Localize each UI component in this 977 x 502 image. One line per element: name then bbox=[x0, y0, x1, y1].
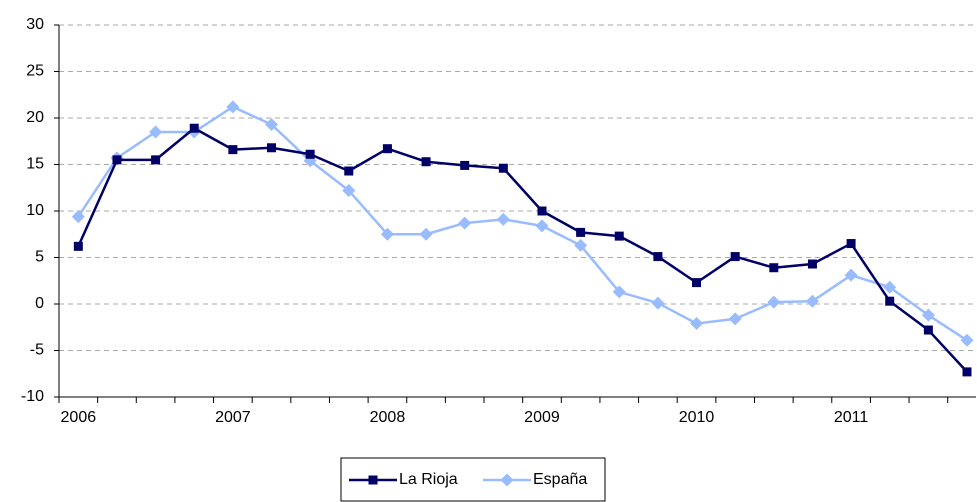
point bbox=[496, 212, 510, 226]
legend-marker bbox=[368, 475, 378, 485]
point bbox=[305, 149, 315, 159]
point bbox=[458, 216, 472, 230]
point bbox=[382, 144, 392, 154]
point bbox=[267, 143, 277, 153]
x-tick-label: 2011 bbox=[834, 409, 869, 426]
point bbox=[728, 312, 742, 326]
y-tick-label: -10 bbox=[21, 388, 44, 405]
y-tick-label: 20 bbox=[26, 109, 44, 126]
point bbox=[226, 100, 240, 114]
series-line bbox=[77, 105, 968, 342]
point bbox=[614, 231, 624, 241]
point bbox=[883, 280, 897, 294]
point bbox=[960, 333, 974, 347]
point bbox=[576, 227, 586, 237]
legend-label: La Rioja bbox=[399, 471, 458, 488]
point bbox=[149, 125, 163, 139]
point bbox=[574, 238, 588, 252]
point bbox=[846, 239, 856, 249]
point bbox=[692, 278, 702, 288]
x-tick-label: 2010 bbox=[679, 409, 715, 426]
point bbox=[419, 227, 433, 241]
y-tick-label: -5 bbox=[30, 342, 44, 359]
point bbox=[380, 227, 394, 241]
point bbox=[653, 252, 663, 262]
series-line bbox=[77, 126, 968, 373]
point bbox=[612, 285, 626, 299]
y-tick-label: 30 bbox=[26, 16, 44, 33]
point bbox=[923, 325, 933, 335]
point bbox=[769, 263, 779, 273]
point bbox=[767, 295, 781, 309]
point bbox=[71, 210, 85, 224]
point bbox=[537, 206, 547, 216]
x-tick-label: 2009 bbox=[524, 409, 560, 426]
legend-label: España bbox=[533, 471, 587, 488]
point bbox=[421, 157, 431, 167]
point bbox=[844, 268, 858, 282]
y-tick-label: 10 bbox=[26, 202, 44, 219]
point bbox=[498, 163, 508, 173]
point bbox=[921, 308, 935, 322]
legend: La Rioja España bbox=[340, 457, 606, 502]
point bbox=[962, 367, 972, 377]
y-tick-label: 25 bbox=[26, 63, 44, 80]
point bbox=[265, 118, 279, 132]
x-tick-label: 2008 bbox=[370, 409, 406, 426]
y-tick-label: 0 bbox=[35, 295, 44, 312]
point bbox=[807, 259, 817, 269]
legend-marker bbox=[500, 473, 514, 487]
point bbox=[535, 219, 549, 233]
y-tick-label: 5 bbox=[35, 249, 44, 266]
point bbox=[805, 294, 819, 308]
y-tick-label: 15 bbox=[26, 156, 44, 173]
point bbox=[112, 155, 122, 165]
point bbox=[460, 160, 470, 170]
x-tick-label: 2007 bbox=[215, 409, 251, 426]
point bbox=[189, 123, 199, 133]
x-tick-label: 2006 bbox=[61, 409, 97, 426]
point bbox=[344, 166, 354, 176]
point bbox=[73, 241, 83, 251]
point bbox=[651, 296, 665, 310]
point bbox=[228, 145, 238, 155]
point bbox=[342, 184, 356, 198]
point bbox=[690, 317, 704, 331]
point bbox=[885, 296, 895, 306]
point bbox=[730, 252, 740, 262]
point bbox=[151, 155, 161, 165]
